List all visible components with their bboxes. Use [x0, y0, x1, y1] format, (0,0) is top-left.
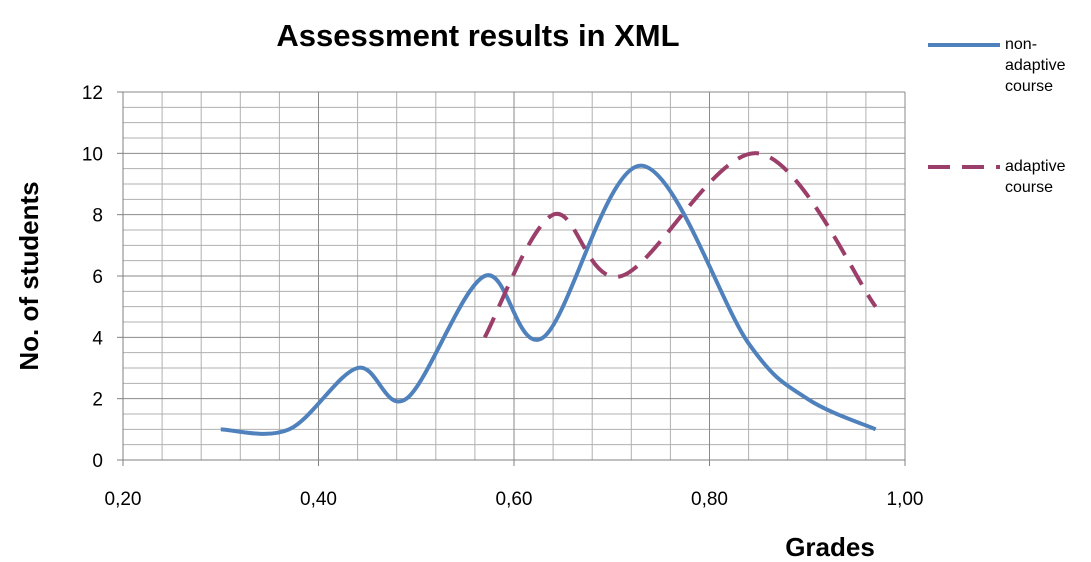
chart-title: Assessment results in XML — [276, 18, 679, 53]
x-tick-label: 0,60 — [496, 489, 533, 510]
x-tick-label: 0,20 — [105, 489, 142, 510]
x-tick-label: 1,00 — [887, 489, 924, 510]
y-tick-label: 4 — [92, 328, 103, 349]
x-tick-label: 0,40 — [300, 489, 337, 510]
y-tick-label: 10 — [82, 144, 103, 165]
y-tick-label: 0 — [92, 451, 103, 472]
series-line — [482, 151, 878, 339]
y-axis-label: No. of students — [14, 181, 44, 370]
y-tick-label: 8 — [92, 206, 103, 227]
legend-label: adaptive course — [1005, 158, 1066, 196]
legend-label: non-adaptive course — [1005, 36, 1066, 95]
x-tick-label: 0,80 — [691, 489, 728, 510]
y-tick-label: 6 — [92, 267, 103, 288]
y-tick-label: 12 — [82, 83, 103, 104]
x-axis-label: Grades — [785, 532, 875, 562]
series-line — [220, 163, 877, 436]
y-tick-label: 2 — [92, 390, 103, 411]
